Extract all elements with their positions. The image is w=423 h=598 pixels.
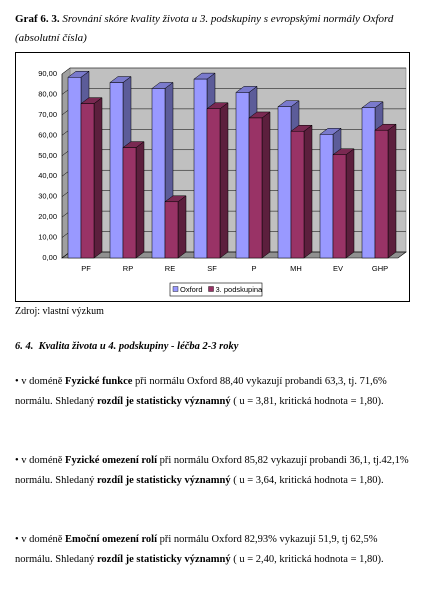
y-tick-label: 40,00 (38, 171, 57, 180)
legend: Oxford 3. podskupina (169, 282, 264, 297)
legend-frame (169, 282, 263, 297)
x-tick-label: SF (207, 264, 217, 273)
y-tick-label: 10,00 (38, 233, 57, 242)
bar (277, 106, 292, 259)
text: • v doméně (15, 455, 66, 466)
bar (193, 78, 208, 259)
chart: 0,00 10,00 20,00 30,00 40,00 50,00 60,00 70,00 8… (15, 52, 410, 302)
legend-label: Oxford (180, 285, 203, 294)
figure-caption: Graf 6. 3. Srovnání skóre kvality života… (15, 10, 410, 48)
text: • v doméně (15, 534, 66, 545)
bar (290, 130, 305, 259)
bar (319, 134, 334, 259)
bar (248, 117, 263, 259)
paragraph: • v doméně Emoční omezení rolí při normá… (15, 530, 415, 570)
bar-side (177, 195, 187, 259)
text-bold: Fyzické omezení rolí (65, 455, 157, 466)
section-heading: 6. 4. Kvalita života u 4. podskupiny - l… (15, 341, 238, 352)
section-title: Kvalita života u 4. podskupiny - léčba 2… (38, 341, 239, 352)
bar-side (387, 123, 397, 259)
bar (122, 147, 137, 259)
text: ( u = 2,40, kritická hodnota = 1,80). (230, 554, 384, 565)
text: ( u = 3,64, kritická hodnota = 1,80). (230, 475, 384, 486)
bar (164, 201, 179, 259)
text: ( u = 3,81, kritická hodnota = 1,80). (230, 396, 384, 407)
bar (109, 82, 124, 259)
y-tick-label: 90,00 (38, 69, 57, 78)
bar-side (135, 141, 145, 259)
bar-side (303, 124, 313, 259)
bar-side (261, 111, 271, 259)
text: • v doméně (15, 376, 66, 387)
legend-swatch (208, 286, 214, 292)
text-bold: Fyzické funkce (65, 376, 133, 387)
paragraph: • v doméně Fyzické omezení rolí při norm… (15, 451, 415, 491)
bar (374, 129, 389, 259)
x-tick-label: P (251, 264, 256, 273)
legend-label: 3. podskupina (216, 285, 264, 294)
bar (332, 154, 347, 259)
bar-side (93, 97, 103, 259)
figure-title: Srovnání skóre kvality života u 3. podsk… (15, 13, 394, 44)
source: Zdroj: vlastní výzkum (15, 306, 104, 317)
y-tick-label: 70,00 (38, 110, 57, 119)
text: při normálu Oxford 82,93% vykazují 51,9,… (15, 534, 378, 565)
y-tick-label: 50,00 (38, 151, 57, 160)
bar (206, 108, 221, 259)
figure-label: Graf 6. 3. (15, 13, 60, 25)
text-bold: rozdíl je statisticky významný (96, 396, 231, 407)
text-bold: rozdíl je statisticky významný (96, 554, 231, 565)
grid-line (61, 67, 406, 75)
section-number: 6. 4. (15, 341, 34, 352)
text: při normálu Oxford 85,82 vykazují proban… (15, 455, 409, 486)
y-tick-label: 30,00 (38, 192, 57, 201)
y-tick-label: 0,00 (42, 253, 57, 262)
x-tick-label: RE (165, 264, 175, 273)
x-tick-label: MH (290, 264, 302, 273)
y-tick-label: 60,00 (38, 130, 57, 139)
bar (361, 107, 376, 259)
bar (67, 77, 82, 259)
y-tick-label: 80,00 (38, 89, 57, 98)
x-tick-label: RP (123, 264, 133, 273)
bar (235, 92, 250, 259)
bar-side (219, 102, 229, 259)
bar (80, 103, 95, 259)
x-tick-label: GHP (372, 264, 388, 273)
x-tick-label: PF (81, 264, 91, 273)
legend-swatch (172, 286, 179, 292)
paragraph: • v doméně Fyzické funkce při normálu Ox… (15, 372, 415, 412)
text: při normálu Oxford 88,40 vykazují proban… (15, 376, 387, 407)
text-bold: rozdíl je statisticky významný (96, 475, 231, 486)
bar-side (345, 148, 355, 259)
bar (151, 88, 166, 259)
y-tick-label: 20,00 (38, 212, 57, 221)
x-tick-label: EV (333, 264, 343, 273)
text-bold: Emoční omezení rolí (65, 534, 158, 545)
